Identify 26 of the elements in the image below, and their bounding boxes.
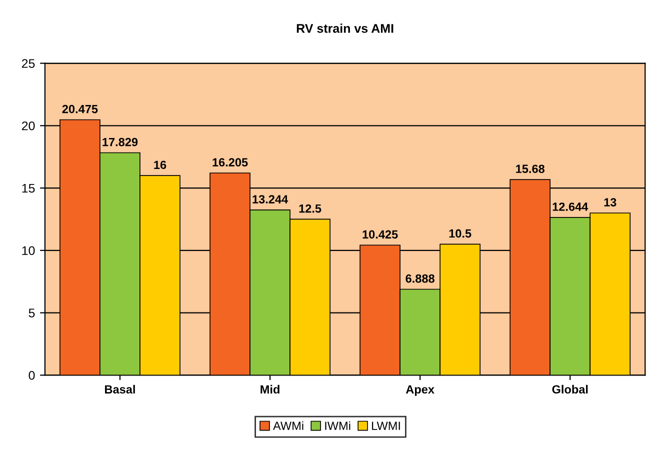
data-label: 15.68 xyxy=(516,164,545,174)
y-tick-label: 25 xyxy=(22,59,35,68)
x-tick-label: Mid xyxy=(260,384,280,394)
data-label: 13 xyxy=(604,198,616,206)
data-label: 13.244 xyxy=(252,195,288,204)
legend-label: IWMi xyxy=(325,421,350,430)
data-label: 20.475 xyxy=(62,104,98,114)
data-label: 10.5 xyxy=(449,229,472,238)
data-label: 12.5 xyxy=(299,204,322,213)
x-tick-label: Basal xyxy=(105,384,135,394)
legend-label: AWMi xyxy=(273,421,304,430)
data-label: 16 xyxy=(154,160,166,170)
y-tick-label: 20 xyxy=(22,121,35,130)
x-tick-label: Apex xyxy=(406,385,434,396)
x-tick-label: Global xyxy=(552,384,588,394)
y-tick-label: 5 xyxy=(28,308,35,318)
y-tick-label: 10 xyxy=(22,246,35,256)
data-label: 6.888 xyxy=(406,274,434,283)
legend-label: LWMI xyxy=(372,422,400,430)
y-tick-label: 15 xyxy=(22,184,35,193)
chart-title: RV strain vs AMI xyxy=(296,24,394,33)
data-label: 16.205 xyxy=(212,158,248,166)
data-label: 17.829 xyxy=(102,138,138,146)
y-tick-label: 0 xyxy=(28,370,35,380)
data-label: 10.425 xyxy=(362,230,398,239)
data-label: 12.644 xyxy=(552,202,588,211)
